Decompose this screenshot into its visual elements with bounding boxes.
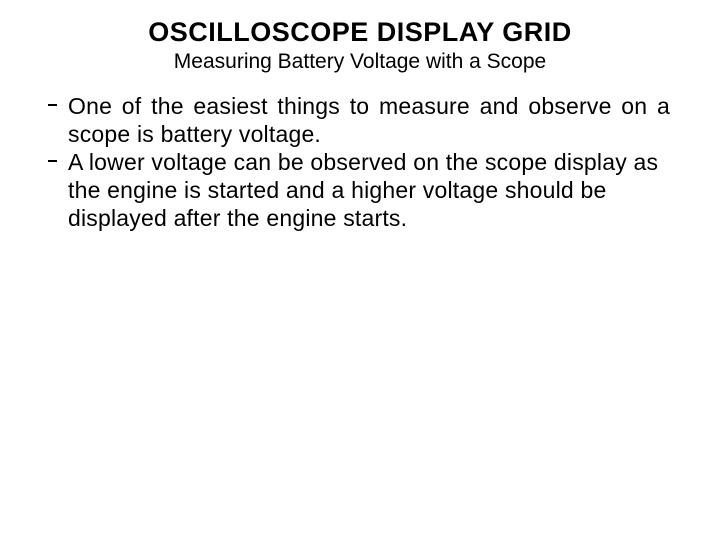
list-item: One of the easiest things to measure and…	[44, 92, 670, 148]
slide-title: OSCILLOSCOPE DISPLAY GRID	[40, 18, 680, 48]
slide-subtitle: Measuring Battery Voltage with a Scope	[40, 50, 680, 74]
slide: OSCILLOSCOPE DISPLAY GRID Measuring Batt…	[0, 0, 720, 540]
list-item: A lower voltage can be observed on the s…	[44, 148, 670, 232]
bullet-list: One of the easiest things to measure and…	[40, 92, 680, 232]
